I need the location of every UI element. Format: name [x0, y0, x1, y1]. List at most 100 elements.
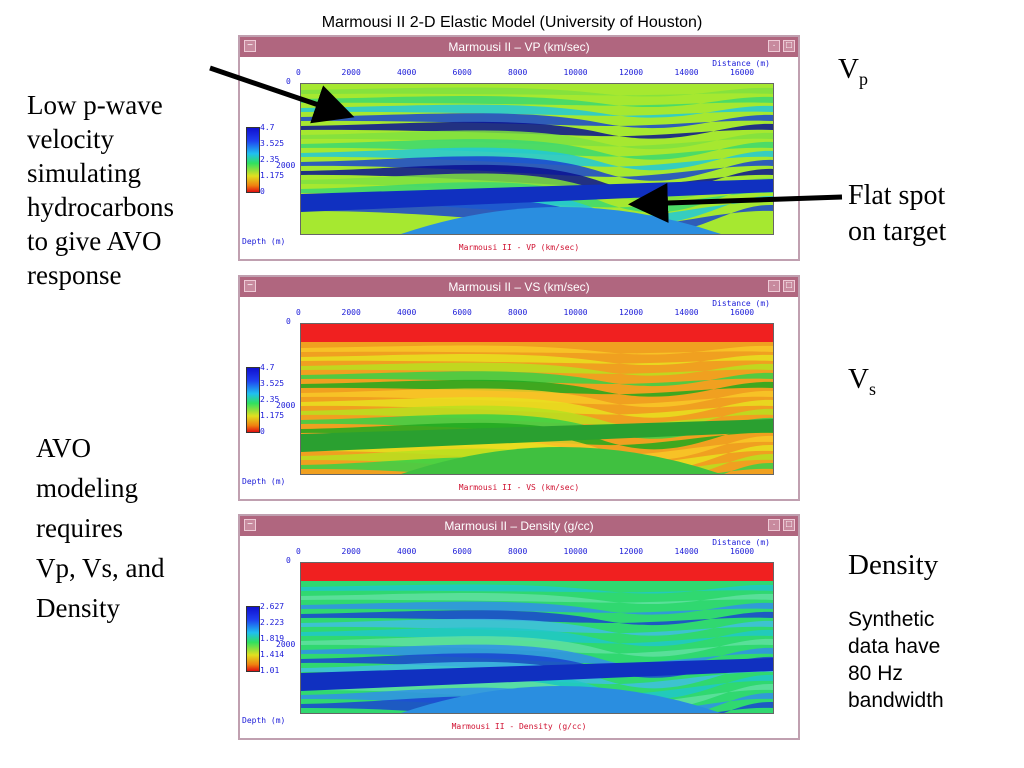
colorbar — [246, 606, 260, 672]
x-tick-label: 8000 — [508, 308, 528, 317]
colorbar-tick: 4.7 — [260, 363, 275, 372]
note-line: Vp, Vs, and — [36, 553, 165, 583]
window-maximize-button[interactable]: □ — [783, 40, 795, 52]
window-menu-button[interactable]: − — [244, 40, 256, 52]
x-axis-label: Distance (m) — [712, 59, 770, 68]
note-line: Low p-wave — [27, 90, 163, 120]
window-title: Marmousi II – VS (km/sec) — [448, 280, 590, 294]
colorbar-tick: 1.175 — [260, 411, 285, 420]
x-tick-label: 12000 — [619, 68, 644, 77]
colorbar-tick: 3.525 — [260, 379, 285, 388]
x-tick-label: 16000 — [730, 308, 755, 317]
x-tick-label: 6000 — [452, 547, 472, 556]
colorbar-tick: 2.35 — [260, 395, 280, 404]
note-line: Synthetic — [848, 608, 935, 631]
x-tick-label: 10000 — [563, 308, 588, 317]
window-titlebar[interactable]: Marmousi II – Density (g/cc) − · □ — [240, 516, 798, 536]
x-tick-label: 16000 — [730, 68, 755, 77]
note-line: AVO — [36, 433, 92, 463]
x-tick-label: 4000 — [397, 547, 417, 556]
window-menu-button[interactable]: − — [244, 280, 256, 292]
x-axis-label: Distance (m) — [712, 299, 770, 308]
x-tick-label: 6000 — [452, 68, 472, 77]
colorbar — [246, 367, 260, 433]
colorbar-tick: 2.35 — [260, 155, 280, 164]
colorbar-tick: 0 — [260, 187, 265, 196]
window-titlebar[interactable]: Marmousi II – VS (km/sec) − · □ — [240, 277, 798, 297]
x-tick-label: 2000 — [341, 308, 361, 317]
density-label: Density — [848, 549, 939, 581]
x-tick-label: 0 — [296, 68, 301, 77]
note-line: Density — [36, 593, 120, 623]
x-axis-label: Distance (m) — [712, 538, 770, 547]
vs-window[interactable]: Marmousi II – VS (km/sec) − · □ Distance… — [238, 275, 800, 501]
y-axis-label: Depth (m) — [242, 477, 286, 486]
model-image — [300, 83, 774, 235]
vp-main: V — [838, 53, 859, 85]
x-tick-label: 0 — [296, 308, 301, 317]
colorbar-tick: 1.175 — [260, 171, 285, 180]
note-line: requires — [36, 513, 123, 543]
vp-sub: p — [858, 68, 868, 89]
y-tick-label: 2000 — [276, 401, 296, 410]
x-tick-label: 10000 — [563, 68, 588, 77]
window-maximize-button[interactable]: □ — [783, 280, 795, 292]
plot-footer: Marmousi II - VS (km/sec) — [458, 483, 580, 492]
note-line: modeling — [36, 473, 138, 503]
vs-label: Vs — [848, 362, 876, 406]
y-tick-label: 0 — [286, 556, 291, 565]
flat-spot-note: Flat spot on target — [848, 178, 946, 250]
slide-title: Marmousi II 2-D Elastic Model (Universit… — [321, 14, 703, 31]
note-line: bandwidth — [848, 689, 944, 712]
vp-label: Vp — [838, 52, 868, 96]
vs-sub: s — [868, 378, 876, 399]
window-minimize-button[interactable]: · — [768, 40, 780, 52]
y-axis-label: Depth (m) — [242, 237, 286, 246]
window-title: Marmousi II – Density (g/cc) — [444, 519, 594, 533]
vp-window[interactable]: Marmousi II – VP (km/sec) − · □ Distance… — [238, 35, 800, 261]
colorbar-tick: 1.414 — [260, 650, 285, 659]
note-line: response — [27, 260, 122, 290]
window-menu-button[interactable]: − — [244, 519, 256, 531]
x-tick-label: 12000 — [619, 547, 644, 556]
plot-footer: Marmousi II - VP (km/sec) — [458, 243, 580, 252]
window-minimize-button[interactable]: · — [768, 280, 780, 292]
colorbar-tick: 0 — [260, 427, 265, 436]
vs-main: V — [848, 363, 869, 395]
x-tick-label: 2000 — [341, 68, 361, 77]
window-title: Marmousi II – VP (km/sec) — [448, 40, 590, 54]
colorbar-tick: 2.627 — [260, 602, 285, 611]
window-minimize-button[interactable]: · — [768, 519, 780, 531]
x-tick-label: 10000 — [563, 547, 588, 556]
x-tick-label: 14000 — [674, 68, 699, 77]
note-line: simulating — [27, 158, 141, 188]
colorbar — [246, 127, 260, 193]
density-window[interactable]: Marmousi II – Density (g/cc) − · □ Dista… — [238, 514, 800, 740]
note-line: data have — [848, 635, 941, 658]
note-line: on target — [848, 216, 947, 247]
model-image — [300, 323, 774, 475]
y-tick-label: 2000 — [276, 640, 296, 649]
y-tick-label: 0 — [286, 77, 291, 86]
window-titlebar[interactable]: Marmousi II – VP (km/sec) − · □ — [240, 37, 798, 57]
y-axis-label: Depth (m) — [242, 716, 286, 725]
avo-requirements-note: AVO modeling requires Vp, Vs, and Densit… — [36, 428, 165, 628]
x-tick-label: 8000 — [508, 547, 528, 556]
colorbar-tick: 1.819 — [260, 634, 285, 643]
x-tick-label: 4000 — [397, 68, 417, 77]
y-tick-label: 2000 — [276, 161, 296, 170]
x-tick-label: 0 — [296, 547, 301, 556]
x-tick-label: 12000 — [619, 308, 644, 317]
x-tick-label: 14000 — [674, 547, 699, 556]
window-maximize-button[interactable]: □ — [783, 519, 795, 531]
note-line: 80 Hz — [848, 662, 903, 685]
plot-footer: Marmousi II - Density (g/cc) — [451, 722, 587, 731]
colorbar-tick: 2.223 — [260, 618, 285, 627]
x-tick-label: 14000 — [674, 308, 699, 317]
y-tick-label: 0 — [286, 317, 291, 326]
note-line: Flat spot — [848, 180, 946, 211]
low-velocity-note: Low p-wave velocity simulating hydrocarb… — [27, 88, 174, 292]
x-tick-label: 16000 — [730, 547, 755, 556]
note-line: velocity — [27, 124, 114, 154]
colorbar-tick: 4.7 — [260, 123, 275, 132]
